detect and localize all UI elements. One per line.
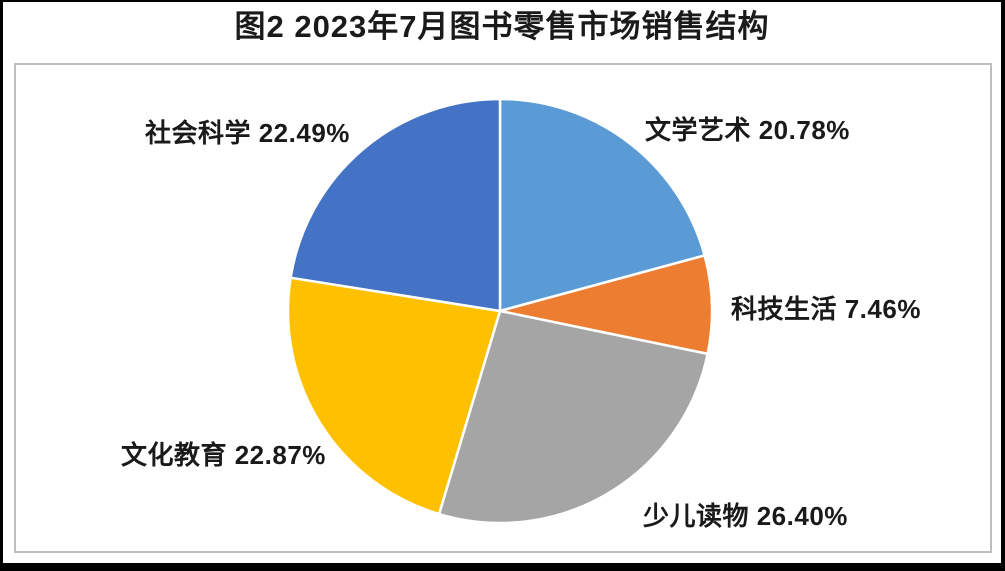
slice-label-tech-life: 科技生活 7.46% bbox=[731, 294, 921, 324]
pie-slice-literature-art bbox=[498, 97, 706, 313]
pie-slice-tech-life bbox=[498, 254, 714, 356]
slice-label-literature-art: 文学艺术 20.78% bbox=[645, 115, 850, 145]
pie-slice-children-books bbox=[437, 309, 709, 525]
chart-title: 图2 2023年7月图书零售市场销售结构 bbox=[234, 9, 770, 44]
slice-label-social-science: 社会科学 22.49% bbox=[145, 118, 350, 148]
pie-slice-social-science bbox=[289, 97, 502, 313]
pie-slice-culture-education bbox=[286, 276, 502, 516]
slice-label-children-books: 少儿读物 26.40% bbox=[643, 501, 848, 531]
slice-label-culture-education: 文化教育 22.87% bbox=[121, 440, 326, 470]
